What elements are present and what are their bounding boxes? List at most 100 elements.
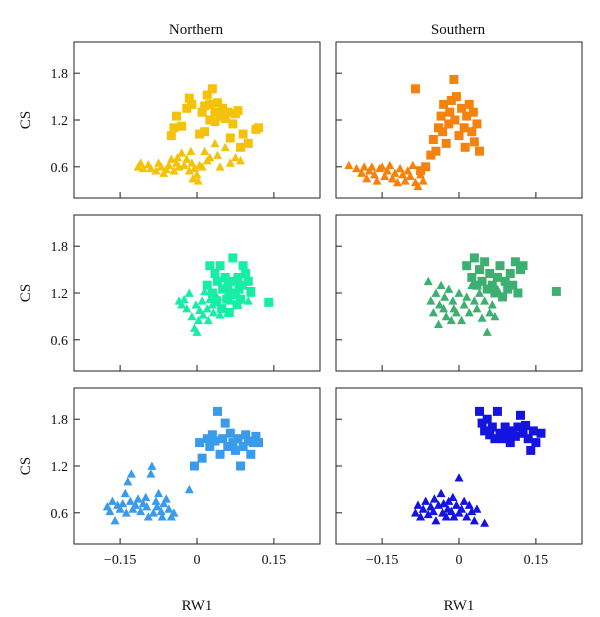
data-point-square <box>195 438 205 448</box>
data-point-square <box>480 257 490 267</box>
data-point-triangle <box>147 461 157 470</box>
data-point-triangle <box>431 516 441 525</box>
data-point-triangle <box>421 496 431 505</box>
data-point-square <box>500 422 510 432</box>
data-point-triangle <box>382 166 392 175</box>
data-point-triangle <box>192 327 202 336</box>
data-point-triangle <box>184 484 194 494</box>
data-point-square <box>246 286 256 296</box>
data-point-square <box>202 434 212 444</box>
x-tick-label: −0.15 <box>104 553 136 568</box>
data-point-triangle <box>157 512 167 521</box>
data-point-triangle <box>194 315 204 325</box>
data-point-square <box>238 261 248 271</box>
data-point-square <box>210 269 220 278</box>
data-point-triangle <box>405 171 415 180</box>
data-point-triangle <box>200 146 210 156</box>
data-point-square <box>237 280 247 290</box>
data-point-square <box>251 431 261 441</box>
data-point-triangle <box>220 142 230 152</box>
data-point-triangle <box>344 160 354 170</box>
data-point-square <box>531 438 541 448</box>
data-point-triangle <box>179 294 189 304</box>
data-point-triangle <box>451 308 461 317</box>
data-point-square <box>490 288 500 298</box>
data-point-square <box>508 426 518 436</box>
data-point-triangle <box>440 292 450 301</box>
data-point-triangle <box>197 162 207 171</box>
data-point-square <box>492 272 502 282</box>
data-point-square <box>220 272 230 282</box>
data-point-square <box>202 90 212 100</box>
data-point-triangle <box>213 150 222 159</box>
data-point-triangle <box>202 304 212 313</box>
data-point-square <box>177 121 187 131</box>
data-point-square <box>230 445 240 455</box>
data-point-triangle <box>428 506 438 516</box>
data-point-triangle <box>225 158 235 167</box>
data-point-triangle <box>451 500 461 509</box>
data-point-triangle <box>454 288 464 297</box>
data-point-triangle <box>418 176 428 185</box>
data-point-square <box>248 438 258 448</box>
x-tick-label: 0.15 <box>262 553 287 568</box>
data-point-triangle <box>480 518 490 527</box>
data-point-square <box>431 146 441 156</box>
data-point-triangle <box>457 315 467 325</box>
data-point-triangle <box>434 319 443 329</box>
data-point-triangle <box>482 327 492 336</box>
data-point-triangle <box>177 148 187 157</box>
data-point-square <box>446 96 456 105</box>
panels: 0.61.21.80.61.21.80.61.21.8−0.15 0 0.15 −0.… <box>51 41 583 568</box>
y-tick-label: 0.6 <box>51 161 69 176</box>
data-point-triangle <box>390 168 400 177</box>
data-point-triangle <box>359 162 369 171</box>
data-point-square <box>436 111 446 121</box>
data-point-square <box>428 135 438 144</box>
data-point-triangle <box>436 488 446 498</box>
panel-3 <box>335 214 583 372</box>
data-point-square <box>210 107 220 117</box>
data-point-triangle <box>480 296 490 305</box>
data-point-square <box>498 434 508 444</box>
x-tick-label: 0.15 <box>524 553 549 568</box>
data-point-triangle <box>123 477 133 486</box>
data-point-square <box>189 461 199 471</box>
data-point-square <box>449 74 459 84</box>
data-point-square <box>467 127 477 137</box>
data-point-square <box>197 453 207 463</box>
data-point-square <box>243 436 253 446</box>
data-point-square <box>441 138 451 148</box>
data-point-square <box>166 131 176 141</box>
data-point-triangle <box>126 469 136 478</box>
data-point-square <box>215 111 225 121</box>
data-point-square <box>200 127 210 137</box>
data-point-square <box>169 123 179 133</box>
data-point-triangle <box>435 300 445 309</box>
data-point-square <box>510 257 520 267</box>
column-title-southern: Southern <box>431 22 486 38</box>
y-tick-label: 1.8 <box>51 67 69 82</box>
data-point-triangle <box>107 496 117 505</box>
data-point-triangle <box>446 315 456 325</box>
data-point-triangle <box>243 296 253 305</box>
data-point-triangle <box>387 174 397 183</box>
y-axis-title: CS <box>18 284 34 302</box>
panel-1 <box>335 41 583 199</box>
data-point-triangle <box>236 156 246 165</box>
data-point-square <box>475 146 484 156</box>
panel-2: 0.6 1.2 1.8 <box>51 214 321 372</box>
data-point-square <box>233 434 243 444</box>
data-point-triangle <box>154 488 164 498</box>
data-point-square <box>228 438 238 448</box>
data-point-triangle <box>459 496 469 505</box>
data-point-square <box>513 422 523 432</box>
data-point-triangle <box>472 304 482 313</box>
data-point-triangle <box>428 308 438 317</box>
data-point-triangle <box>400 176 410 185</box>
x-tick-label: 0 <box>194 553 201 568</box>
data-point-triangle <box>169 508 179 517</box>
data-point-triangle <box>459 300 469 309</box>
data-point-triangle <box>429 494 439 503</box>
data-point-triangle <box>464 308 474 317</box>
